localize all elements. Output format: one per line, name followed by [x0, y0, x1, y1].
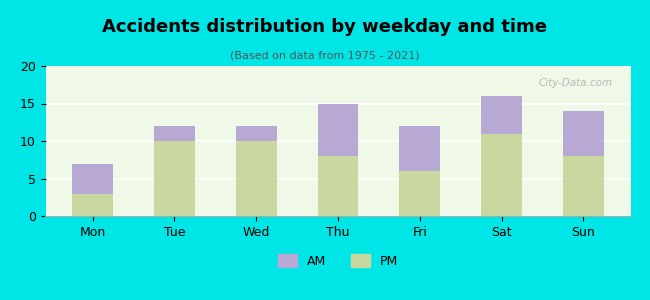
Bar — [481, 134, 522, 216]
Bar — [318, 103, 358, 156]
Bar — [563, 111, 604, 156]
Legend: AM, PM: AM, PM — [273, 249, 403, 273]
Text: City-Data.com: City-Data.com — [539, 78, 613, 88]
Bar — [481, 96, 522, 134]
Bar — [72, 194, 113, 216]
Bar — [399, 126, 440, 171]
Bar — [563, 156, 604, 216]
Bar — [399, 171, 440, 216]
Bar — [154, 141, 195, 216]
Text: Accidents distribution by weekday and time: Accidents distribution by weekday and ti… — [103, 18, 547, 36]
Bar — [236, 141, 277, 216]
Text: (Based on data from 1975 - 2021): (Based on data from 1975 - 2021) — [230, 51, 420, 61]
Bar — [318, 156, 358, 216]
Bar — [236, 126, 277, 141]
Bar — [154, 126, 195, 141]
Bar — [72, 164, 113, 194]
